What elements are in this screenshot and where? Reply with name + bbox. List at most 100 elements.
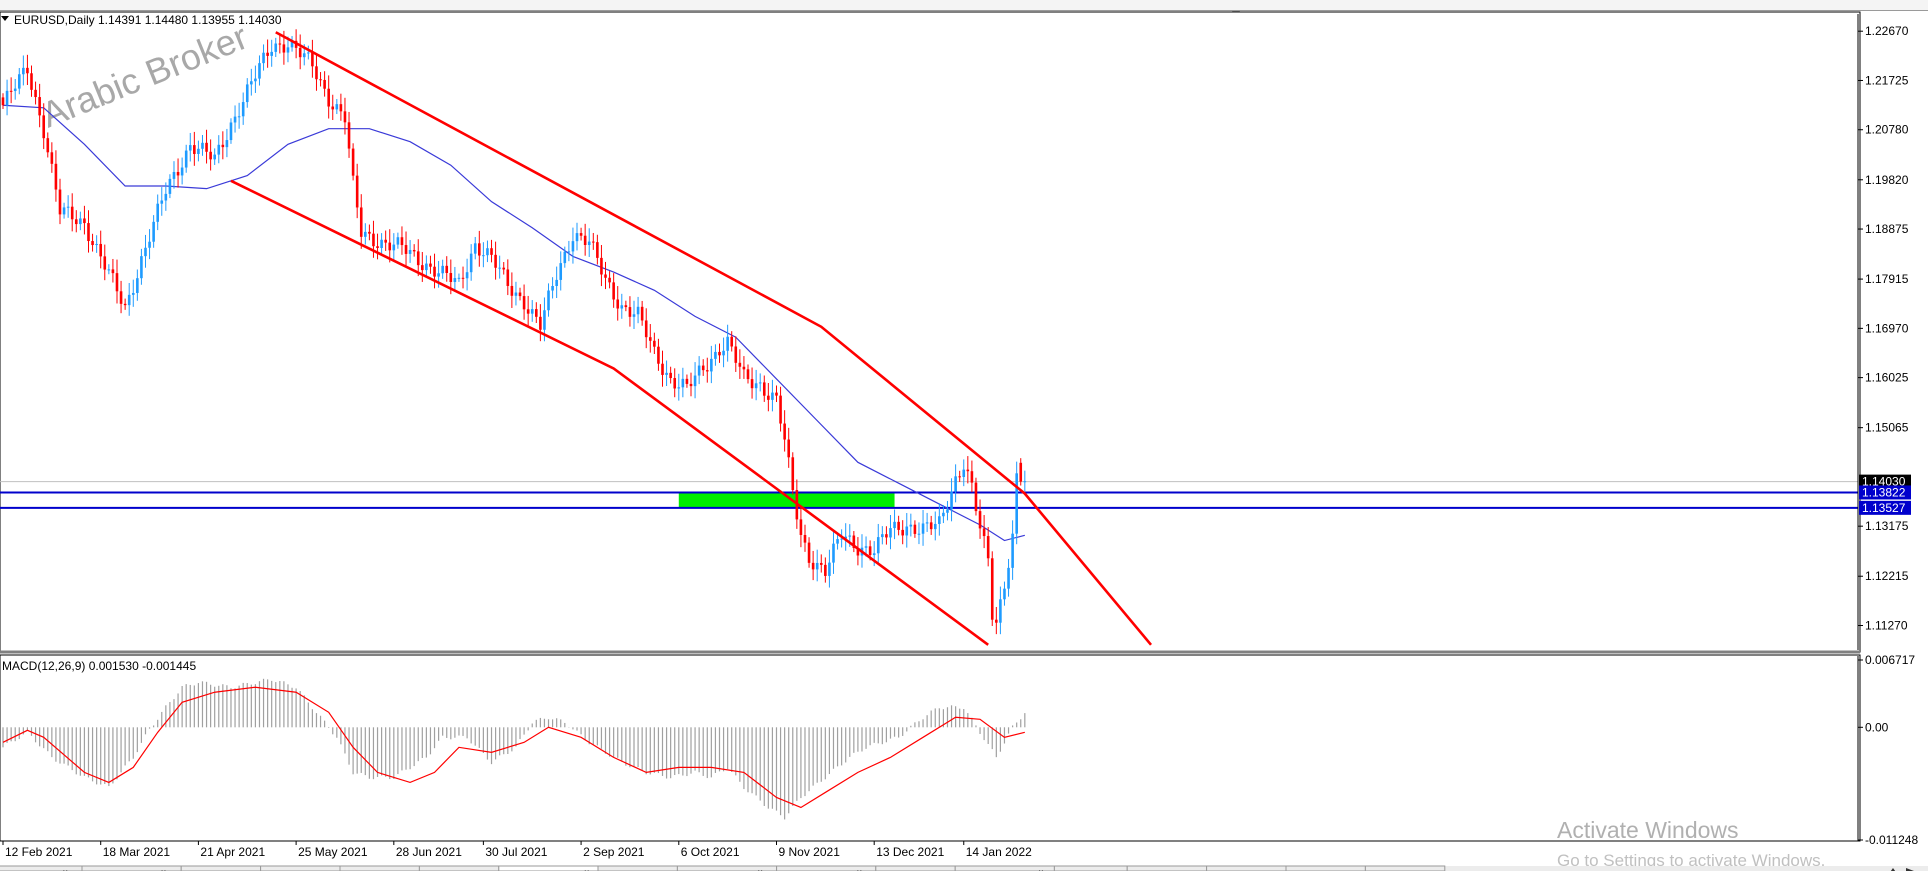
bear-candle-body — [461, 277, 465, 279]
chart-tabs[interactable]: USDX,Daily NAS100,Daily XAGUSD,H4 XAUUSD,H4… — [0, 865, 1449, 871]
chart-tab[interactable]: GBPNZD,H4 — [339, 865, 424, 871]
chart-tab-label: BTCUSD,H4 — [1375, 868, 1449, 871]
chart-tab[interactable]: XAGUSD,H4 — [180, 865, 266, 871]
bear-candle-body — [929, 522, 933, 530]
bear-candle-body — [372, 233, 375, 247]
time-tick-label: 14 Jan 2022 — [966, 845, 1032, 859]
bear-candle-body — [591, 241, 595, 243]
bull-candle-body — [302, 53, 306, 58]
macd-tick-label: -0.011248 — [1865, 833, 1918, 847]
bull-candle-body — [575, 233, 579, 242]
bear-candle-body — [412, 249, 416, 252]
tab-scroll-right-icon[interactable] — [1906, 868, 1914, 871]
bull-candle-body — [832, 543, 835, 563]
bear-candle-body — [856, 548, 860, 556]
bear-candle-body — [579, 233, 583, 236]
bull-candle-body — [213, 154, 216, 160]
bull-candle-body — [881, 534, 884, 538]
bull-candle-body — [836, 539, 839, 544]
chart-tab[interactable]: EURJPY,Daily — [776, 865, 877, 871]
chart-tab[interactable]: USA30,H4 — [1053, 865, 1128, 871]
chart-tab[interactable]: USDCHF,H4 — [1206, 865, 1290, 871]
candlesticks — [1, 29, 1027, 635]
bear-candle-body — [799, 519, 803, 535]
bull-candle-body — [567, 251, 571, 253]
bear-candle-body — [38, 97, 41, 116]
price-tick-label: 1.13175 — [1865, 519, 1909, 533]
ma-line — [2, 104, 1025, 542]
bear-candle-body — [901, 529, 904, 536]
bull-candle-body — [677, 387, 681, 389]
bull-candle-body — [380, 239, 383, 248]
time-tick-label: 28 Jun 2021 — [396, 845, 462, 859]
support-zone — [678, 492, 895, 508]
chart-tab[interactable]: BTCUSD,H4 — [1364, 865, 1449, 871]
time-tick-label: 9 Nov 2021 — [778, 845, 840, 859]
chart-tab[interactable]: USDX,Daily — [0, 865, 83, 871]
bear-candle-body — [685, 378, 689, 384]
level-price-label-bg — [1859, 500, 1911, 515]
bear-candle-body — [705, 370, 709, 372]
chart-tab[interactable]: EURUSD,Daily — [498, 865, 599, 871]
bear-candle-body — [83, 218, 86, 224]
bear-candle-body — [429, 263, 432, 267]
bull-candle-body — [864, 546, 868, 548]
bear-candle-body — [522, 296, 526, 310]
level-price-label: 1.13527 — [1862, 501, 1906, 515]
chart-tab-label: GBPJPY,Daily — [687, 868, 770, 871]
chart-tab-label: USDX,Daily — [6, 868, 75, 871]
bear-candle-body — [616, 299, 620, 309]
chart-tab[interactable]: GBPJPY,Daily — [676, 865, 778, 871]
bear-candle-body — [604, 274, 607, 278]
bull-candle-body — [514, 292, 518, 296]
chart-tab-label: GBPNZD,H4 — [350, 868, 424, 871]
bull-candle-body — [144, 247, 147, 257]
bull-candle-body — [180, 167, 184, 176]
bull-candle-body — [1011, 533, 1014, 568]
chart-tab[interactable]: USDCHF,Daily — [954, 865, 1055, 871]
activate-windows-subtitle: Go to Settings to activate Windows. — [1557, 851, 1825, 870]
price-pane[interactable] — [0, 11, 1861, 653]
chart-tab-label: XAGUSD,H4 — [191, 868, 266, 871]
bull-candle-body — [815, 562, 819, 570]
bear-candle-body — [323, 79, 326, 89]
support-zone-rect — [678, 492, 895, 508]
chart-tab[interactable]: AUDCAD,H1 — [1285, 865, 1371, 871]
bull-candle-body — [437, 273, 440, 277]
bear-candle-body — [539, 316, 542, 330]
macd-signal-line — [2, 686, 1025, 809]
bull-candle-body — [893, 521, 896, 529]
horizontal-levels[interactable] — [0, 481, 1858, 509]
price-tick-label: 1.19820 — [1865, 173, 1909, 187]
chart-tab[interactable]: XAUUSD,H4 — [260, 865, 345, 871]
bear-candle-body — [70, 206, 74, 220]
price-tick-label: 1.11270 — [1865, 618, 1908, 632]
chart-tab[interactable]: CADJPY,H4 — [1126, 865, 1208, 871]
trend-channel[interactable] — [230, 31, 1153, 646]
bear-candle-body — [750, 379, 754, 389]
bear-candle-body — [502, 267, 506, 270]
macd-axis: 0.006717 0.00 -0.011248 — [1857, 653, 1918, 847]
tab-scroll-left-icon[interactable] — [1888, 868, 1898, 871]
bull-candle-body — [148, 241, 151, 248]
chart-tab-label: EURJPY,Daily — [787, 868, 870, 871]
bear-candle-body — [9, 90, 13, 92]
chart-tab[interactable]: NAS100,Daily — [81, 865, 182, 871]
bull-candle-body — [921, 523, 925, 534]
chart-tab[interactable]: AUDUSD,H4 — [875, 865, 961, 871]
chart-tab[interactable]: OILUSD,H4 — [597, 865, 678, 871]
bull-candle-body — [62, 207, 66, 215]
bear-candle-body — [103, 256, 107, 270]
time-axis: 12 Feb 2021 18 Mar 2021 21 Apr 2021 25 May … — [0, 840, 1858, 859]
bull-candle-body — [286, 47, 290, 53]
macd-pane[interactable] — [0, 654, 1861, 842]
bear-candle-body — [74, 219, 78, 225]
bull-candle-body — [620, 305, 624, 309]
bear-candle-body — [673, 378, 677, 389]
bear-candle-body — [30, 73, 33, 90]
triangle-down-icon[interactable] — [1, 16, 9, 21]
bear-candle-body — [624, 305, 628, 308]
bear-candle-body — [315, 66, 318, 80]
chart-tab[interactable]: NZDUSD,H4 — [418, 865, 504, 871]
